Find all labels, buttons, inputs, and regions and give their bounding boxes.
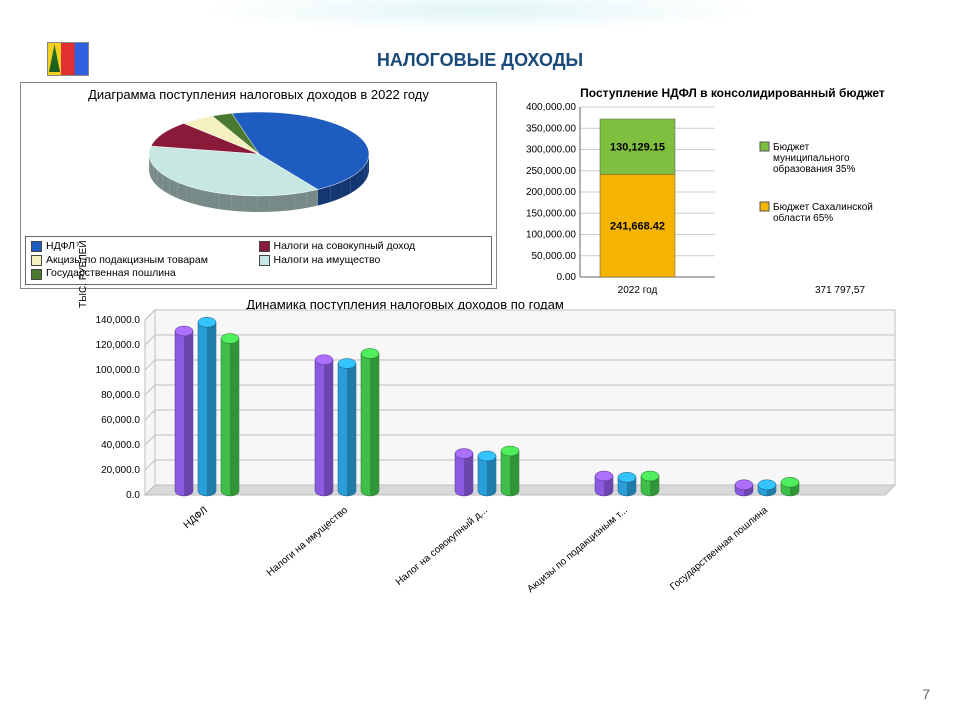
legend-swatch: [31, 269, 42, 280]
pie-legend-item: НДФЛ: [31, 240, 259, 254]
svg-text:300,000.00: 300,000.00: [526, 145, 576, 156]
stacked-bar-panel: Поступление НДФЛ в консолидированный бюд…: [525, 86, 940, 311]
page-title: НАЛОГОВЫЕ ДОХОДЫ: [0, 50, 960, 71]
legend-label: Налоги на совокупный доход: [274, 240, 416, 254]
legend-label: Государственная пошлина: [46, 267, 176, 281]
svg-text:200,000.00: 200,000.00: [526, 187, 576, 198]
svg-text:Налоги на имущество: Налоги на имущество: [265, 505, 350, 579]
stacked-bar-chart: 0.00 50,000.00 100,000.00 150,000.00 200,000…: [525, 102, 940, 307]
svg-text:50,000.00: 50,000.00: [532, 251, 577, 262]
svg-text:НДФЛ: НДФЛ: [182, 505, 210, 531]
svg-text:241,668.42: 241,668.42: [610, 221, 665, 233]
dynamics-bar-chart: Динамика поступления налоговых доходов п…: [85, 295, 935, 665]
svg-text:Налог на совокупный д...: Налог на совокупный д...: [394, 505, 490, 588]
svg-text:80,000.0: 80,000.0: [101, 390, 140, 401]
pie-legend-item: Налоги на совокупный доход: [259, 240, 487, 254]
svg-text:Акцизы по подакцизным т...: Акцизы по подакцизным т...: [525, 505, 630, 595]
stacked-bar-title: Поступление НДФЛ в консолидированный бюд…: [525, 86, 940, 100]
legend-label: Налоги на имущество: [274, 254, 381, 268]
svg-text:120,000.0: 120,000.0: [96, 340, 141, 351]
svg-text:60,000.0: 60,000.0: [101, 415, 140, 426]
svg-text:муниципального: муниципального: [773, 153, 850, 164]
page-number: 7: [922, 686, 930, 702]
legend-swatch: [259, 255, 270, 266]
svg-text:150,000.00: 150,000.00: [526, 208, 576, 219]
pie-chart-title: Диаграмма поступления налоговых доходов …: [31, 87, 486, 102]
svg-text:40,000.0: 40,000.0: [101, 440, 140, 451]
pie-chart-panel: Диаграмма поступления налоговых доходов …: [20, 82, 497, 289]
pie-legend: НДФЛ Налоги на совокупный доход Акцизы по …: [25, 236, 492, 285]
svg-text:Бюджет Сахалинской: Бюджет Сахалинской: [773, 202, 873, 213]
svg-text:0.0: 0.0: [126, 490, 140, 501]
svg-text:140,000.0: 140,000.0: [96, 315, 141, 326]
svg-text:100,000.00: 100,000.00: [526, 230, 576, 241]
dynamics-chart-panel: Динамика поступления налоговых доходов п…: [85, 295, 935, 665]
svg-text:Бюджет: Бюджет: [773, 142, 810, 153]
svg-text:100,000.0: 100,000.0: [96, 365, 141, 376]
svg-text:350,000.00: 350,000.00: [526, 123, 576, 134]
svg-text:400,000.00: 400,000.00: [526, 102, 576, 113]
legend-swatch: [259, 241, 270, 252]
svg-text:20,000.0: 20,000.0: [101, 465, 140, 476]
svg-text:образования 35%: образования 35%: [773, 163, 856, 175]
pie-legend-item: Налоги на имущество: [259, 254, 487, 268]
legend-swatch: [31, 241, 42, 252]
legend-swatch: [31, 255, 42, 266]
legend-label: Акцизы по подакцизным товарам: [46, 254, 208, 268]
svg-text:0.00: 0.00: [557, 272, 577, 283]
pie-legend-item: Государственная пошлина: [31, 267, 259, 281]
svg-text:250,000.00: 250,000.00: [526, 166, 576, 177]
pie-legend-item: Акцизы по подакцизным товарам: [31, 254, 259, 268]
legend-label: НДФЛ: [46, 240, 75, 254]
svg-text:Государственная пошлина: Государственная пошлина: [668, 505, 770, 593]
svg-text:130,129.15: 130,129.15: [610, 142, 665, 154]
pie-chart: [109, 102, 409, 217]
svg-text:области 65%: области 65%: [773, 212, 833, 224]
